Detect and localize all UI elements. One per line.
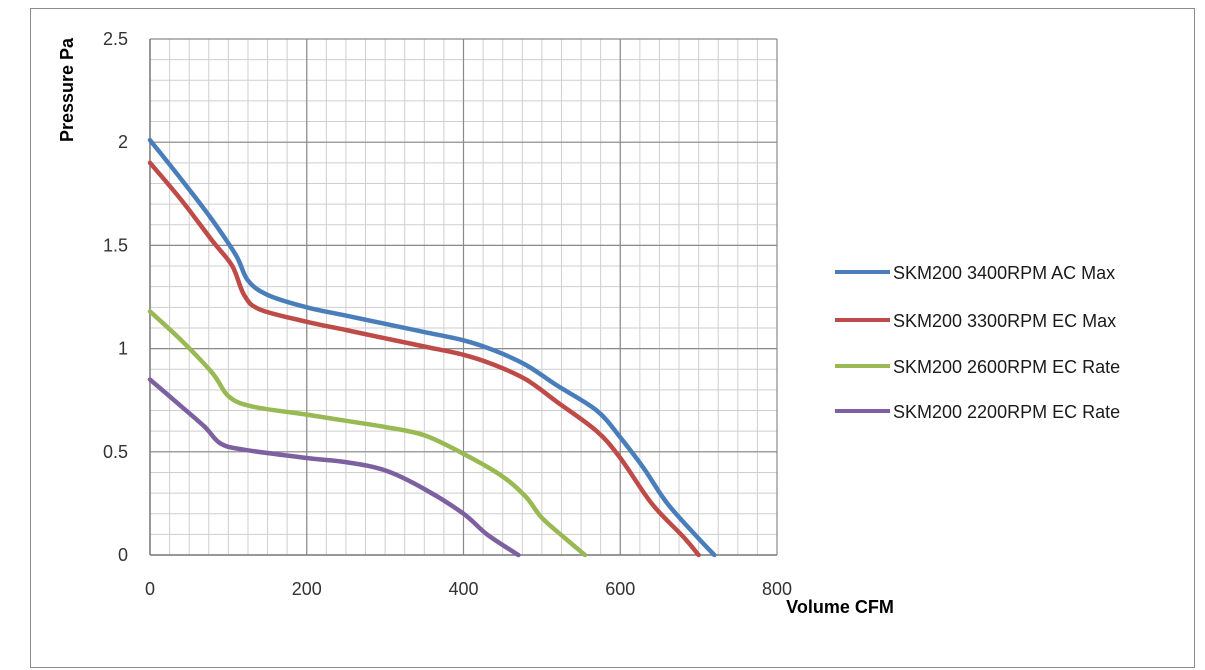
y-tick-label: 1.5 (103, 235, 128, 255)
series-lines (147, 137, 717, 558)
x-tick-labels: 0 200 400 600 800 (145, 579, 792, 599)
x-tick-label: 600 (605, 579, 635, 599)
x-tick-label: 0 (145, 579, 155, 599)
y-tick-label: 0.5 (103, 442, 128, 462)
y-tick-label: 2 (118, 132, 128, 152)
y-tick-label: 0 (118, 545, 128, 565)
legend-item: SKM200 3300RPM EC Max (835, 311, 1116, 331)
legend-item: SKM200 2600RPM EC Rate (835, 357, 1120, 377)
series-line (147, 377, 521, 558)
axes (149, 39, 777, 556)
y-tick-label: 1 (118, 339, 128, 359)
legend-label: SKM200 3400RPM AC Max (893, 263, 1115, 283)
legend-label: SKM200 3300RPM EC Max (893, 311, 1116, 331)
x-axis-title: Volume CFM (786, 597, 894, 617)
x-tick-label: 800 (762, 579, 792, 599)
legend-label: SKM200 2200RPM EC Rate (893, 402, 1120, 422)
series-line (147, 160, 701, 558)
y-tick-label: 2.5 (103, 29, 128, 49)
legend-item: SKM200 3400RPM AC Max (835, 263, 1115, 283)
series-line (147, 137, 717, 558)
x-tick-label: 400 (448, 579, 478, 599)
legend-item: SKM200 2200RPM EC Rate (835, 402, 1120, 422)
chart-frame (30, 8, 1195, 668)
x-tick-label: 200 (292, 579, 322, 599)
legend-label: SKM200 2600RPM EC Rate (893, 357, 1120, 377)
y-tick-labels: 0 0.5 1 1.5 2 2.5 (103, 29, 128, 565)
legend: SKM200 3400RPM AC Max SKM200 3300RPM EC … (835, 263, 1120, 422)
series-line (147, 309, 588, 558)
y-axis-title: Pressure Pa (57, 37, 77, 142)
